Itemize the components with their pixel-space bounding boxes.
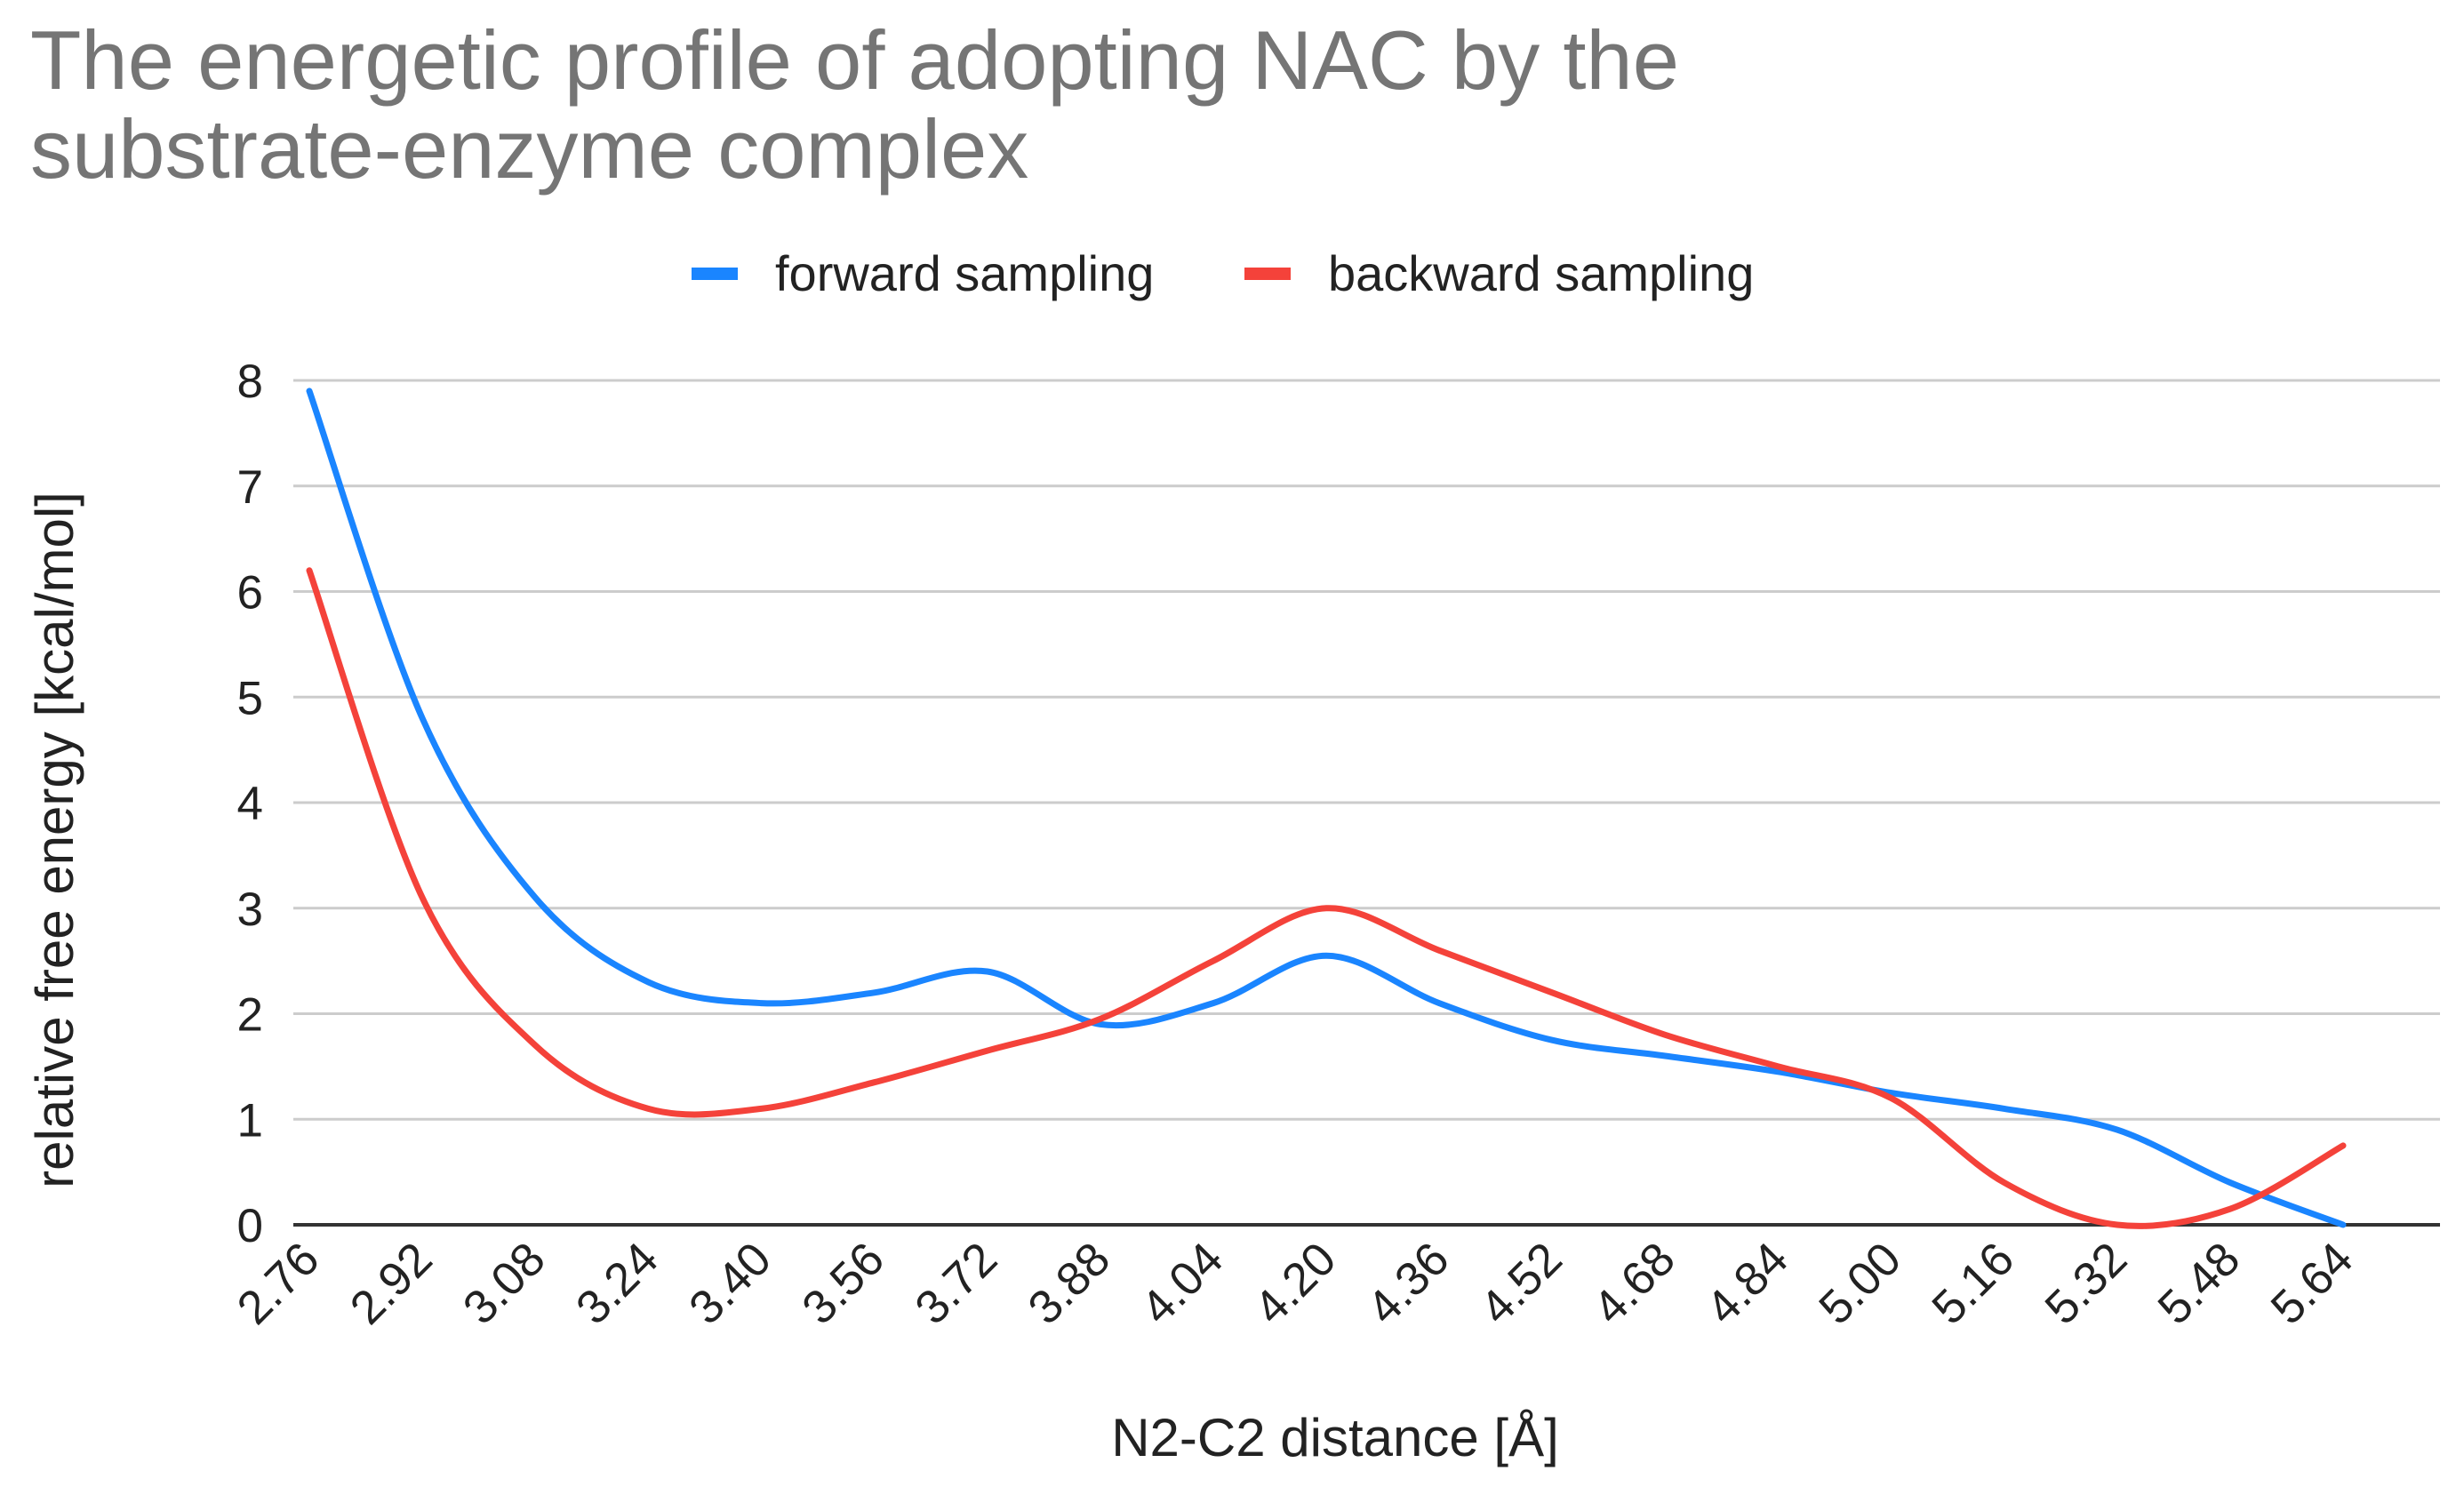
series-line-backward-sampling [306, 567, 2347, 1229]
y-tick-label-0: 0 [237, 1200, 263, 1252]
gridlines [293, 379, 2440, 1227]
x-tick-label-3.88: 3.88 [1019, 1233, 1121, 1335]
y-tick-label-1: 1 [237, 1094, 263, 1147]
y-tick-label-3: 3 [237, 883, 263, 936]
x-tick-label-2.92: 2.92 [340, 1233, 443, 1335]
series-line-forward-sampling [306, 388, 2347, 1228]
x-tick-label-3.08: 3.08 [453, 1233, 556, 1335]
legend-label-backward: backward sampling [1328, 245, 1754, 301]
x-tick-label-5.00: 5.00 [1809, 1233, 1911, 1335]
series-lines [306, 388, 2347, 1229]
legend-label-forward: forward sampling [775, 245, 1154, 301]
x-tick-label-3.24: 3.24 [566, 1233, 668, 1335]
x-tick-label-4.36: 4.36 [1357, 1233, 1460, 1335]
chart-title-line-1: The energetic profile of adopting NAC by… [30, 13, 1679, 107]
x-tick-label-4.20: 4.20 [1244, 1233, 1347, 1335]
y-tick-label-8: 8 [237, 356, 263, 408]
x-tick-label-3.40: 3.40 [679, 1233, 781, 1335]
x-tick-label-3.72: 3.72 [905, 1233, 1007, 1335]
x-tick-label-3.56: 3.56 [792, 1233, 894, 1335]
chart-title: The energetic profile of adopting NAC by… [30, 13, 1679, 196]
x-tick-label-4.68: 4.68 [1583, 1233, 1685, 1335]
legend: forward sampling backward sampling [692, 245, 1754, 301]
x-axis-ticks: 2.76 2.92 3.08 3.24 3.40 3.56 3.72 3.88 4.04 4.20… [228, 1233, 2364, 1335]
x-tick-label-4.04: 4.04 [1132, 1233, 1234, 1335]
y-tick-label-7: 7 [237, 461, 263, 514]
x-tick-label-5.48: 5.48 [2148, 1233, 2251, 1335]
x-tick-label-5.32: 5.32 [2036, 1233, 2138, 1335]
y-tick-label-4: 4 [237, 778, 263, 830]
y-tick-label-2: 2 [237, 989, 263, 1042]
y-axis-title: relative free energy [kcal/mol] [25, 492, 84, 1188]
x-tick-label-5.64: 5.64 [2261, 1233, 2364, 1335]
y-axis-ticks: 0 1 2 3 4 5 6 7 8 [237, 356, 263, 1252]
chart-title-line-2: substrate-enzyme complex [30, 102, 1028, 196]
x-tick-label-4.52: 4.52 [1470, 1233, 1572, 1335]
x-tick-label-5.16: 5.16 [1922, 1233, 2024, 1335]
y-tick-label-5: 5 [237, 672, 263, 724]
x-tick-label-4.84: 4.84 [1696, 1233, 1798, 1335]
y-tick-label-6: 6 [237, 567, 263, 620]
x-axis-title: N2-C2 distance [Å] [1111, 1408, 1559, 1467]
